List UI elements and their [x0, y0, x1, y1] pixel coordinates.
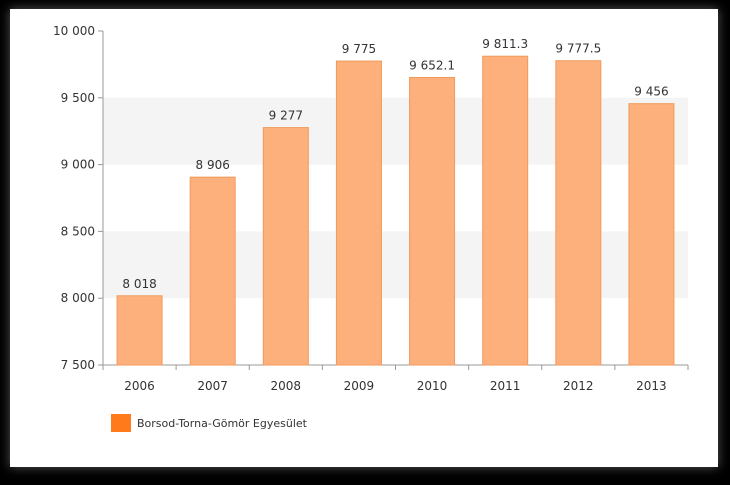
data-labels: 8 018 8 906 9 277 9 775 9 652.1 9 811.3 9 777.… [122, 37, 668, 291]
bar [116, 295, 163, 366]
bar [189, 176, 236, 366]
data-label: 9 777.5 [555, 42, 601, 56]
bar [482, 55, 529, 366]
y-tick-label: 10 000 [53, 24, 95, 38]
x-tick-label: 2008 [271, 379, 302, 393]
bar [262, 127, 309, 366]
chart-frame: 7 500 8 000 8 500 9 000 9 500 10 000 2006 2007… [10, 9, 718, 467]
bars [116, 55, 675, 366]
data-label: 9 652.1 [409, 58, 455, 72]
data-label: 9 456 [634, 85, 668, 99]
y-tick-label: 8 500 [61, 224, 95, 238]
data-label: 9 775 [342, 42, 376, 56]
y-axis: 7 500 8 000 8 500 9 000 9 500 10 000 [53, 24, 104, 372]
bar [628, 103, 675, 366]
x-tick-label: 2007 [197, 379, 228, 393]
y-tick-label: 7 500 [61, 358, 95, 372]
bar [555, 60, 602, 366]
bar [335, 60, 382, 366]
x-axis: 2006 2007 2008 2009 2010 2011 2012 2013 [102, 364, 689, 393]
x-tick-label: 2009 [344, 379, 375, 393]
data-label: 9 811.3 [482, 37, 528, 51]
x-tick-label: 2013 [636, 379, 667, 393]
data-label: 8 906 [196, 158, 230, 172]
x-tick-label: 2012 [563, 379, 594, 393]
legend-swatch [111, 414, 131, 432]
legend-label: Borsod-Torna-Gömör Egyesület [137, 416, 307, 430]
y-tick-label: 9 500 [61, 91, 95, 105]
x-tick-label: 2010 [417, 379, 448, 393]
y-tick-label: 8 000 [61, 291, 95, 305]
bar [409, 76, 456, 366]
x-tick-label: 2011 [490, 379, 521, 393]
legend[interactable]: Borsod-Torna-Gömör Egyesület [111, 414, 307, 432]
x-tick-label: 2006 [124, 379, 155, 393]
data-label: 8 018 [122, 277, 156, 291]
y-tick-label: 9 000 [61, 158, 95, 172]
bar-chart: 7 500 8 000 8 500 9 000 9 500 10 000 2006 2007… [53, 24, 689, 393]
data-label: 9 277 [269, 109, 303, 123]
